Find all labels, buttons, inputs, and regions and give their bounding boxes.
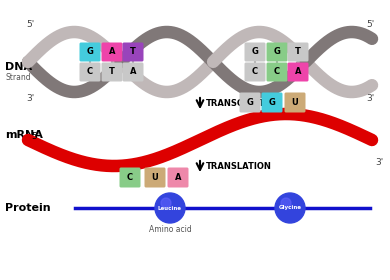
FancyBboxPatch shape [284,92,305,113]
Text: C: C [274,67,280,76]
Text: U: U [292,97,298,106]
Text: 5': 5' [31,132,39,141]
Text: G: G [246,97,254,106]
Text: Glycine: Glycine [278,206,301,211]
Text: T: T [130,46,136,55]
Text: 3': 3' [375,158,383,167]
FancyBboxPatch shape [101,62,122,81]
FancyBboxPatch shape [266,43,287,62]
Text: T: T [295,46,301,55]
Text: G: G [273,46,280,55]
Text: Amino acid: Amino acid [149,225,191,235]
Text: T: T [109,67,115,76]
FancyBboxPatch shape [245,43,266,62]
FancyBboxPatch shape [287,62,308,81]
Text: 3': 3' [26,94,34,102]
FancyBboxPatch shape [287,43,308,62]
Text: Strand: Strand [5,73,31,81]
Text: C: C [127,172,133,181]
FancyBboxPatch shape [101,43,122,62]
Circle shape [275,193,305,223]
FancyBboxPatch shape [239,92,261,113]
Circle shape [161,198,171,208]
Text: A: A [295,67,301,76]
FancyBboxPatch shape [80,43,101,62]
FancyBboxPatch shape [167,167,188,188]
FancyBboxPatch shape [245,62,266,81]
FancyBboxPatch shape [119,167,140,188]
Text: C: C [87,67,93,76]
Text: TRANSLATION: TRANSLATION [206,162,272,171]
Text: G: G [269,97,275,106]
FancyBboxPatch shape [122,43,144,62]
Circle shape [155,193,185,223]
Text: TRANSCRIPTION: TRANSCRIPTION [206,99,282,108]
Text: C: C [252,67,258,76]
Text: G: G [252,46,259,55]
Text: Protein: Protein [5,203,51,213]
Text: mRNA: mRNA [5,130,43,140]
Text: U: U [152,172,158,181]
Text: Leucine: Leucine [158,206,182,211]
Text: A: A [175,172,181,181]
FancyBboxPatch shape [262,92,282,113]
Text: A: A [130,67,136,76]
FancyBboxPatch shape [266,62,287,81]
Text: 3': 3' [366,94,374,102]
Text: DNA: DNA [5,62,32,72]
Text: A: A [109,46,115,55]
Circle shape [281,198,291,208]
Text: G: G [87,46,94,55]
FancyBboxPatch shape [80,62,101,81]
Text: 5': 5' [26,20,34,29]
Text: 5': 5' [366,20,374,29]
FancyBboxPatch shape [145,167,165,188]
FancyBboxPatch shape [122,62,144,81]
